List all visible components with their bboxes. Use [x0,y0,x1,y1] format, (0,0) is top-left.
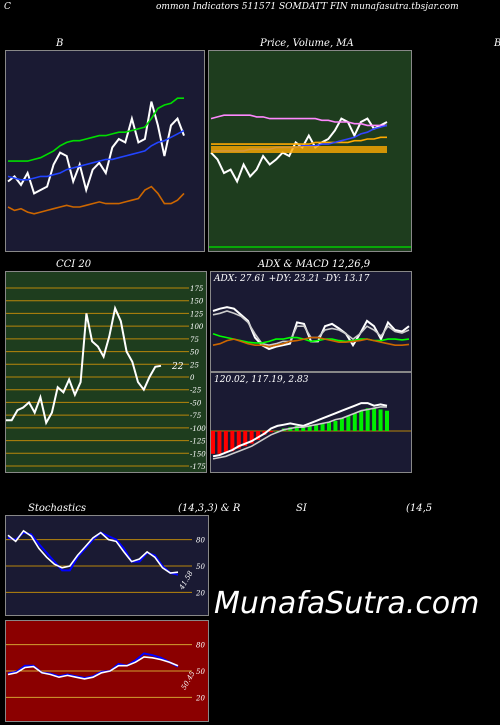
macd-histogram-bar [230,431,235,452]
rsi-tick-label: 80 [196,642,205,650]
cci-tick-label: 25 [189,361,199,369]
price-series-1 [210,114,387,127]
adx-readout: ADX: 27.61 +DY: 23.21 -DY: 13.17 [214,274,370,284]
macd-series-0 [212,402,388,458]
macd-histogram-bar [385,410,389,431]
price-series-0 [210,117,388,184]
rsi-title: SI [296,503,307,514]
cci-tick-label: -75 [190,412,202,420]
price-series-2 [211,136,387,145]
stochastics-tick-label: 80 [196,537,205,545]
adx-panel: ADX: 27.61 +DY: 23.21 -DY: 13.17 [210,271,412,372]
cci-chart: 175 150 125 100 75 50 25 0 -25 -50 -75 -100 -125 -150… [6,285,206,471]
adx-title: ADX & MACD 12,26,9 [258,259,371,270]
macd-chart [211,402,411,460]
price-title: Price, Volume, MA [260,38,354,49]
macd-histogram-bar [294,425,299,431]
watermark: MunafaSutra.com [214,586,480,621]
rsi-tick-label: 20 [195,694,205,702]
macd-histogram-bar [365,408,370,431]
macd-histogram-bar [249,431,254,444]
bollinger-series-2 [7,129,185,181]
adx-series-0 [212,306,410,351]
cci-tick-label: 75 [190,336,199,344]
stochastics-tick-label: 20 [195,589,205,597]
adx-series-3 [212,336,410,348]
stoch-last-label: 41.58 [177,569,195,592]
bollinger-series-0 [7,101,185,195]
cci-tick-label: -150 [190,450,206,458]
macd-histogram-bar [269,431,273,433]
cci-tick-label: -100 [190,425,206,433]
macd-histogram-bar [320,423,325,431]
edge-title: B [494,38,500,49]
cci-tick-label: 150 [190,298,204,306]
cci-title: CCI 20 [56,259,92,270]
cci-tick-label: 125 [190,310,204,318]
cci-tick-label: -50 [190,399,202,407]
cci-panel: 175 150 125 100 75 50 25 0 -25 -50 -75 -100 -125 -150… [5,271,207,473]
rsi-chart: 80 50 20 50.45 [6,642,205,702]
macd-histogram-bar [327,422,331,431]
cci-tick-label: -175 [190,463,206,471]
macd-histogram-bar [346,415,351,431]
stochastics-tick-label: 50 [196,563,205,571]
stochastics-series-1 [7,529,179,574]
macd-histogram-bar [333,420,338,431]
macd-histogram-bar [372,408,377,431]
header-left-letter: C [4,2,11,12]
cci-tick-label: 0 [190,374,195,382]
rsi-params: (14,5 [406,503,433,514]
stoch-params: (14,3,3) & R [178,503,241,514]
macd-histogram-bar [217,431,222,454]
cci-tick-label: -125 [190,438,206,446]
macd-series-1 [212,406,387,460]
macd-histogram-bar [314,424,319,431]
macd-readout: 120.02, 117.19, 2.83 [214,375,309,385]
rsi-tick-label: 50 [196,668,205,676]
macd-histogram-bar [339,418,344,431]
macd-histogram-bar [352,413,357,431]
macd-histogram-bar [378,409,383,431]
macd-histogram-bar [359,410,364,431]
rsi-series-1 [7,656,179,680]
macd-histogram-bar [211,431,215,454]
stoch-title: Stochastics [28,503,86,514]
cci-tick-label: 100 [190,323,204,331]
macd-histogram-bar [243,431,248,447]
cci-tick-label: 175 [190,285,204,293]
price-chart [209,114,411,248]
macd-histogram-bar [301,427,306,431]
header-title: ommon Indicators 511571 SOMDATT FIN muna… [156,2,459,12]
stochastics-panel: 80 50 20 41.58 [5,515,209,616]
rsi-panel: 80 50 20 50.45 [5,620,209,722]
cci-series-0 [6,305,162,426]
cci-tick-label: -25 [190,387,202,395]
rsi-last-label: 50.45 [180,669,197,691]
macd-histogram-bar [236,431,241,449]
macd-panel: 120.02, 117.19, 2.83 [210,372,412,473]
price-panel [208,50,412,252]
bollinger-panel [5,50,205,252]
adx-chart [212,306,410,351]
cci-last-label: 22 [171,362,184,372]
macd-histogram-bar [275,431,280,432]
bollinger-series-3 [7,185,185,215]
bb-title: B [56,38,64,49]
macd-histogram-bar [256,431,261,440]
bollinger-chart [7,97,185,215]
bollinger-series-1 [8,97,184,162]
volume-band [211,146,387,153]
macd-histogram-bar [307,425,312,431]
cci-tick-label: 50 [190,349,199,357]
macd-histogram-bar [223,431,228,453]
